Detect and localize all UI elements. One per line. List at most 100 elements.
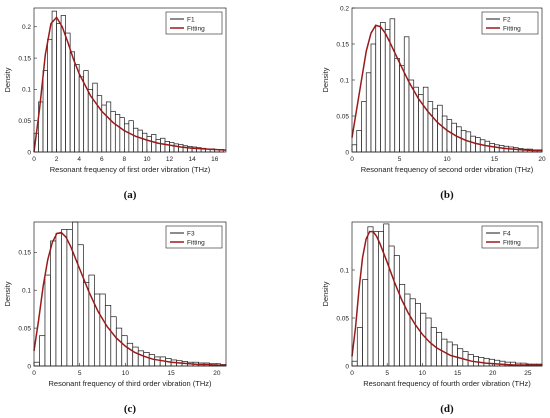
- axis-box: [33, 7, 227, 153]
- y-tick-label: 0.2: [22, 24, 31, 31]
- histogram-bar: [432, 108, 438, 153]
- axis-box: [351, 221, 543, 367]
- legend-label-fitting: Fitting: [503, 25, 521, 32]
- legend: F1 Fitting: [165, 11, 223, 35]
- y-tick-label: 0.15: [18, 250, 31, 257]
- y-tick-label: 0.1: [340, 267, 349, 274]
- x-tick-label: 5: [398, 156, 402, 163]
- histogram-bar: [51, 10, 57, 153]
- histogram-bar: [155, 139, 161, 153]
- histogram-bar: [88, 274, 95, 367]
- histogram-bar: [409, 298, 416, 367]
- y-tick-label: 0: [345, 149, 349, 156]
- legend-label-fitting: Fitting: [503, 239, 521, 246]
- histogram-bar: [437, 104, 443, 153]
- x-axis-label: Resonant frequency of fourth order vibra…: [363, 379, 531, 388]
- x-tick-label: 15: [491, 156, 499, 163]
- histogram-bar: [104, 305, 112, 367]
- x-tick-label: 14: [189, 156, 197, 163]
- y-axis-label: Density: [321, 67, 330, 92]
- legend-label-fitting: Fitting: [187, 239, 205, 246]
- histogram-bar: [403, 36, 410, 153]
- legend: F3 Fitting: [165, 225, 223, 249]
- histogram-bar: [389, 18, 396, 153]
- x-tick-label: 5: [385, 370, 389, 377]
- histogram-bar: [441, 115, 448, 153]
- fitting-line: [351, 24, 542, 152]
- histogram-bar: [422, 86, 429, 153]
- histogram-bar: [351, 144, 358, 153]
- histogram-bar: [74, 63, 80, 153]
- histogram-bar: [143, 352, 150, 367]
- histogram-bar: [33, 361, 40, 367]
- fitting-line: [33, 231, 226, 366]
- y-tick-label: 0.2: [340, 5, 349, 12]
- y-tick-label: 0.05: [336, 113, 349, 120]
- histogram-bar: [105, 101, 112, 153]
- histogram-bar: [408, 79, 415, 153]
- histogram-bar: [414, 303, 421, 367]
- histogram-bar: [128, 120, 134, 153]
- histogram-bar: [399, 65, 405, 153]
- histogram-bar: [460, 130, 467, 153]
- histogram-bar: [169, 142, 175, 153]
- histogram-bar: [39, 335, 46, 367]
- x-tick-label: 20: [213, 370, 221, 377]
- chart-panel-b: 0 5 10 15 20 0 0.05 0.1 0.15 0.2 Resonant frequenc…: [321, 5, 546, 201]
- y-tick-label: 0: [345, 363, 349, 370]
- x-tick-label: 5: [78, 370, 82, 377]
- histogram-bar: [365, 72, 372, 153]
- histogram-bar: [367, 226, 374, 367]
- histogram-bar: [126, 342, 134, 367]
- fitting-line: [33, 16, 227, 153]
- histogram-bar: [178, 144, 184, 153]
- histogram-bar: [110, 110, 116, 153]
- histogram-bar: [384, 29, 391, 153]
- histogram-bar: [375, 25, 381, 153]
- panel-caption: (b): [440, 189, 454, 201]
- histogram-bar: [146, 135, 152, 153]
- histogram-bar: [119, 117, 125, 153]
- y-tick-label: 0.1: [22, 87, 31, 94]
- y-tick-label: 0: [27, 363, 31, 370]
- y-axis-label: Density: [3, 281, 12, 306]
- legend-label-fitting: Fitting: [187, 25, 205, 32]
- x-tick-label: 4: [77, 156, 81, 163]
- histogram-bar: [427, 101, 434, 153]
- histogram-bar: [404, 293, 411, 367]
- axis-box: [33, 221, 227, 367]
- histogram-bar: [42, 70, 48, 153]
- histogram-bar: [96, 95, 103, 153]
- x-axis-label: Resonant frequency of second order vibra…: [361, 165, 534, 174]
- x-tick-label: 6: [100, 156, 104, 163]
- y-tick-label: 0.1: [22, 288, 31, 295]
- panel-caption: (c): [124, 403, 137, 415]
- chart-panel-d: 0 5 10 15 20 25 0 0.05 0.1 Resonant frequency of …: [321, 221, 543, 415]
- x-tick-label: 10: [443, 156, 451, 163]
- histogram-bar: [361, 101, 367, 153]
- histogram-bar: [115, 327, 123, 367]
- x-tick-label: 0: [32, 370, 36, 377]
- histogram-bar: [393, 255, 400, 367]
- histogram-bar: [110, 316, 117, 367]
- histogram-bar: [383, 223, 390, 367]
- x-tick-label: 10: [143, 156, 151, 163]
- y-tick-label: 0: [27, 149, 31, 156]
- histogram-bar: [173, 143, 179, 153]
- histogram-bar: [83, 282, 90, 367]
- x-tick-label: 15: [168, 370, 176, 377]
- histogram-bar: [483, 357, 490, 367]
- x-axis-label: Resonant frequency of third order vibrat…: [49, 379, 212, 388]
- x-axis-label: Resonant frequency of first order vibrat…: [50, 165, 211, 174]
- histogram-bar: [356, 327, 363, 367]
- x-tick-label: 10: [419, 370, 427, 377]
- x-tick-label: 0: [350, 156, 354, 163]
- histogram-bar: [488, 358, 495, 367]
- y-tick-label: 0.05: [18, 325, 31, 332]
- y-tick-label: 0.1: [340, 77, 349, 84]
- chart-panel-c: 0 5 10 15 20 0 0.05 0.1 0.15 Resonant frequency o…: [3, 221, 227, 415]
- x-tick-label: 12: [166, 156, 174, 163]
- histogram-bar: [114, 114, 121, 153]
- histogram-bar: [56, 23, 62, 153]
